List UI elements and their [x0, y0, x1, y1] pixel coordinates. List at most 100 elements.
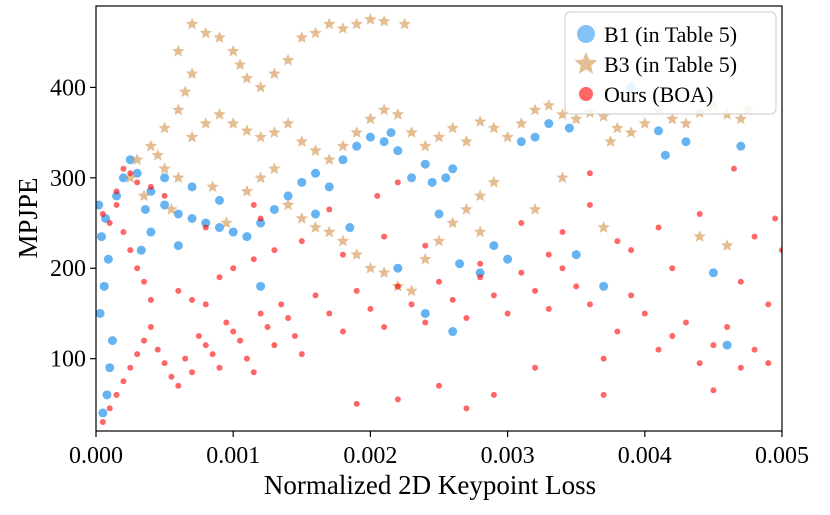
data-point	[106, 405, 113, 412]
data-point	[516, 137, 526, 147]
data-point	[586, 301, 593, 308]
data-point	[281, 53, 295, 66]
data-point	[242, 232, 252, 242]
data-point	[586, 201, 593, 208]
data-point	[254, 80, 267, 93]
data-point	[132, 168, 142, 178]
legend-marker	[579, 87, 593, 101]
legend: B1 (in Table 5) B3 (in Table 5) Ours (BOA)	[564, 11, 777, 115]
data-point	[223, 319, 230, 326]
data-point	[141, 278, 148, 285]
data-point	[490, 292, 497, 299]
x-axis-label: Normalized 2D Keypoint Loss	[264, 470, 596, 500]
data-point	[147, 324, 154, 331]
data-point	[339, 328, 346, 335]
data-point	[199, 117, 212, 129]
data-point	[394, 396, 401, 403]
data-point	[182, 355, 189, 362]
data-point	[736, 141, 746, 151]
x-tick-label: 0.000	[69, 443, 123, 469]
y-axis-label: MPJPE	[13, 177, 43, 258]
data-point	[161, 192, 168, 199]
data-point	[446, 216, 459, 229]
data-point	[130, 153, 144, 165]
data-point	[187, 182, 197, 192]
legend-item: B1 (in Table 5)	[577, 22, 737, 47]
data-point	[298, 238, 305, 245]
data-point	[448, 327, 458, 337]
data-point	[407, 173, 417, 183]
data-point	[103, 254, 113, 264]
data-point	[165, 202, 178, 215]
y-tick-label: 200	[50, 256, 86, 282]
data-point	[463, 314, 470, 321]
axis-ticks: 0.000 0.001 0.002 0.003 0.004 0.005 100 200 300 4…	[50, 75, 809, 469]
data-point	[460, 202, 473, 215]
data-point	[434, 209, 444, 219]
data-point	[206, 180, 219, 193]
data-point	[339, 251, 346, 258]
data-point	[487, 121, 501, 134]
data-point	[377, 266, 391, 279]
data-point	[309, 26, 322, 39]
data-point	[681, 137, 691, 147]
data-point	[600, 391, 607, 398]
data-point	[628, 247, 635, 254]
data-point	[158, 121, 171, 134]
data-point	[254, 171, 267, 184]
data-point	[189, 369, 196, 376]
data-point	[422, 242, 429, 249]
y-tick-label: 100	[50, 347, 86, 373]
data-point	[323, 225, 336, 238]
data-point	[779, 247, 782, 254]
data-point	[147, 183, 154, 190]
data-point	[556, 171, 569, 184]
data-point	[475, 268, 485, 278]
data-point	[350, 17, 363, 30]
data-point	[460, 135, 473, 147]
data-point	[394, 283, 401, 290]
data-point	[118, 173, 128, 183]
data-point	[393, 146, 403, 156]
legend-marker	[577, 25, 595, 43]
data-point	[151, 148, 164, 161]
data-point	[175, 287, 182, 294]
data-point	[345, 223, 355, 233]
data-point	[201, 218, 211, 228]
data-point	[586, 170, 593, 177]
data-point	[214, 223, 224, 233]
data-point	[336, 234, 350, 247]
data-point	[168, 373, 175, 380]
data-point	[146, 186, 156, 196]
data-point	[281, 198, 295, 211]
data-point	[120, 378, 127, 385]
data-point	[312, 292, 319, 299]
data-point	[772, 215, 779, 222]
data-point	[309, 144, 322, 156]
data-point	[99, 281, 109, 291]
data-point	[281, 117, 295, 129]
data-point	[172, 44, 185, 57]
data-point	[141, 337, 148, 344]
data-point	[112, 191, 122, 201]
data-point	[365, 132, 375, 142]
data-point	[311, 168, 321, 178]
data-point	[682, 319, 689, 326]
data-point	[446, 121, 459, 134]
data-point	[326, 206, 333, 213]
legend-item: Ours (BOA)	[579, 82, 713, 107]
data-point	[420, 159, 430, 169]
data-point	[99, 418, 106, 425]
data-point	[490, 391, 497, 398]
data-point	[189, 296, 196, 303]
data-point	[250, 201, 257, 208]
data-point	[120, 165, 127, 172]
data-point	[655, 346, 662, 353]
data-point	[381, 233, 388, 240]
data-point	[724, 324, 731, 331]
data-point	[545, 305, 552, 312]
data-point	[268, 67, 281, 80]
data-point	[202, 301, 209, 308]
data-point	[240, 124, 254, 137]
data-point	[113, 201, 120, 208]
